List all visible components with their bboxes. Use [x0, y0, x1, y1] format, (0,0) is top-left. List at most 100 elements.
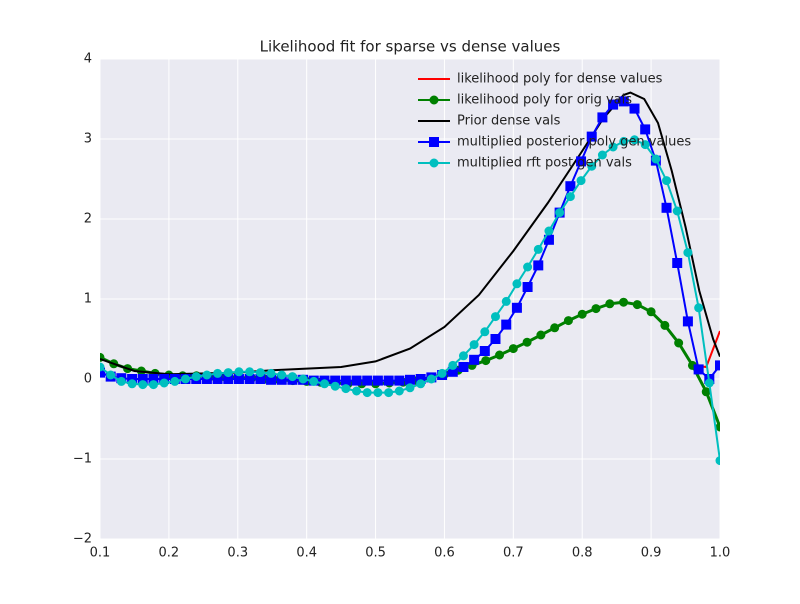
marker — [522, 282, 533, 292]
marker — [127, 379, 137, 389]
marker — [351, 375, 362, 386]
marker — [373, 388, 383, 398]
marker — [116, 376, 126, 386]
marker — [501, 296, 511, 306]
marker — [672, 258, 683, 268]
marker — [106, 370, 116, 380]
marker — [550, 323, 560, 333]
marker — [501, 319, 512, 330]
marker — [330, 381, 340, 391]
marker — [170, 376, 180, 386]
marker — [429, 158, 439, 168]
marker — [577, 309, 587, 319]
marker — [100, 367, 105, 378]
marker — [287, 372, 297, 382]
marker — [394, 375, 405, 386]
marker — [383, 375, 394, 386]
marker — [480, 327, 490, 337]
marker — [701, 387, 711, 397]
marker — [522, 337, 532, 347]
y-tick-label: 3 — [84, 132, 92, 147]
marker — [533, 260, 544, 271]
marker — [458, 362, 469, 372]
marker — [694, 303, 704, 313]
y-tick-label: −2 — [73, 532, 92, 547]
marker — [234, 367, 244, 377]
marker — [533, 244, 543, 254]
marker — [629, 103, 640, 114]
marker — [630, 135, 640, 145]
x-tick-label: 0.6 — [434, 546, 455, 561]
marker — [715, 422, 720, 432]
marker — [320, 379, 330, 389]
marker — [693, 364, 704, 375]
marker — [591, 304, 601, 314]
marker — [618, 96, 629, 107]
marker — [523, 262, 533, 272]
x-tick-label: 0.1 — [90, 546, 111, 561]
marker — [682, 316, 693, 327]
y-tick-label: −1 — [73, 452, 92, 467]
marker — [674, 338, 684, 348]
marker — [437, 368, 447, 378]
x-tick-label: 0.3 — [227, 546, 248, 561]
marker — [213, 368, 223, 378]
marker — [608, 99, 619, 110]
marker — [597, 112, 608, 123]
marker — [512, 279, 522, 289]
marker — [715, 360, 720, 371]
marker — [565, 181, 576, 192]
marker — [448, 360, 458, 370]
marker — [159, 378, 169, 388]
marker — [469, 340, 479, 350]
legend-label: likelihood poly for orig vals — [457, 93, 632, 108]
chart-title: Likelihood fit for sparse vs dense value… — [260, 38, 561, 56]
marker — [352, 386, 362, 396]
y-tick-label: 2 — [84, 212, 92, 227]
marker — [619, 297, 629, 307]
y-tick-label: 0 — [84, 372, 92, 387]
marker — [469, 354, 480, 365]
series-line — [100, 91, 720, 376]
marker — [715, 456, 720, 466]
legend: likelihood poly for dense values likeliho… — [418, 72, 691, 171]
marker — [223, 368, 233, 378]
x-tick-label: 1.0 — [710, 546, 731, 561]
marker — [394, 386, 404, 396]
marker — [340, 375, 351, 386]
marker — [597, 150, 607, 160]
marker — [191, 372, 201, 382]
marker — [298, 374, 308, 384]
marker — [646, 307, 656, 317]
marker — [576, 156, 587, 167]
marker — [672, 206, 682, 216]
marker — [704, 378, 714, 388]
marker — [660, 320, 670, 330]
marker — [341, 384, 351, 394]
marker — [362, 375, 373, 386]
marker — [416, 379, 426, 389]
marker — [458, 351, 468, 361]
marker — [605, 299, 615, 309]
y-tick-label: 4 — [84, 52, 92, 67]
marker — [426, 374, 436, 384]
y-tick-label: 1 — [84, 292, 92, 307]
marker — [405, 383, 415, 393]
marker — [100, 362, 105, 372]
marker — [277, 370, 287, 380]
marker — [481, 356, 491, 366]
x-tick-label: 0.2 — [159, 546, 180, 561]
x-tick-label: 0.8 — [572, 546, 593, 561]
x-tick-label: 0.4 — [296, 546, 317, 561]
marker — [255, 368, 265, 378]
marker — [266, 368, 276, 378]
marker — [148, 380, 158, 390]
marker — [429, 95, 439, 105]
marker — [490, 312, 500, 322]
legend-label: Prior dense vals — [457, 114, 561, 129]
x-tick-label: 0.9 — [641, 546, 662, 561]
marker — [683, 248, 693, 258]
marker — [495, 350, 505, 360]
legend-label: multiplied posterior poly gen values — [457, 135, 691, 150]
